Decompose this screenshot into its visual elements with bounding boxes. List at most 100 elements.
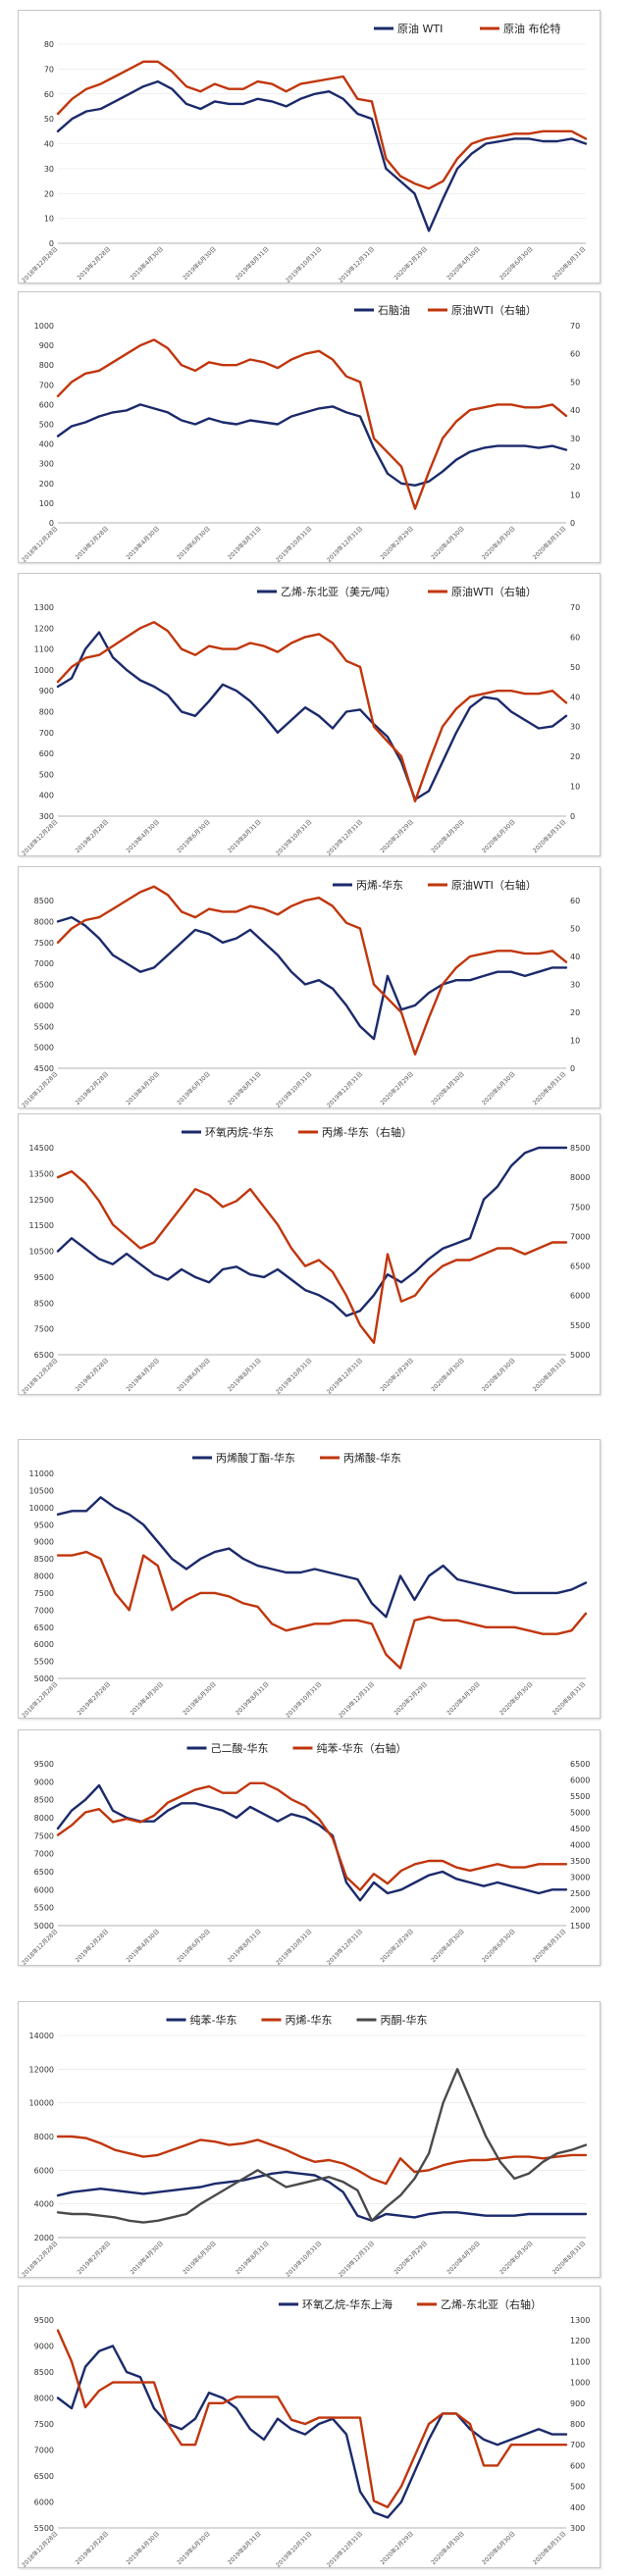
y2-tick-label: 60 (570, 897, 580, 905)
x-tick-label: 2019年12月31日 (325, 525, 364, 562)
y2-tick-label: 1300 (570, 2316, 590, 2325)
chart-panel-8: 2000 4000 6000 8000 10000 12000 14000 2018年12月2… (18, 2001, 601, 2278)
y-tick-label: 500 (39, 770, 54, 779)
legend-label: 乙烯-东北亚（右轴） (441, 2297, 542, 2311)
x-tick-label: 2020年6月30日 (480, 818, 516, 854)
y-tick-label: 600 (39, 749, 54, 758)
chart-svg: 300 400 500 600 700 800 900 1000 1100 1200 1300 0 10… (20, 585, 580, 855)
x-tick-label: 2020年2月29日 (379, 2530, 415, 2566)
y2-tick-label: 6000 (570, 1292, 590, 1301)
y-tick-label: 8000 (34, 1814, 54, 1823)
x-tick-label: 2020年6月30日 (497, 1680, 534, 1717)
x-tick-label: 2020年4月30日 (430, 1357, 466, 1393)
x-tick-label: 2020年2月29日 (392, 1680, 429, 1717)
series-line-1 (56, 79, 588, 232)
x-tick-label: 2019年6月30日 (176, 2530, 212, 2566)
y-tick-label: 8000 (34, 2395, 54, 2403)
y2-tick-label: 800 (570, 2420, 585, 2429)
x-tick-label: 2020年4月30日 (445, 2240, 482, 2276)
y-tick-label: 7000 (34, 1606, 54, 1615)
y-tick-label: 13500 (29, 1169, 54, 1178)
legend-label: 原油 WTI (397, 22, 443, 35)
y2-tick-label: 10 (570, 490, 580, 499)
y2-tick-label: 20 (570, 1008, 580, 1017)
series-line-2 (56, 60, 588, 190)
legend-label: 原油WTI（右轴） (451, 303, 537, 317)
y2-tick-label: 4500 (570, 1825, 590, 1833)
y-tick-label: 5500 (34, 1658, 54, 1667)
y-tick-label: 9500 (34, 1520, 54, 1529)
y2-tick-label: 70 (570, 322, 580, 331)
chart-svg: 0 10 20 30 40 50 60 70 80 2018年12月28日 2019年2月28日 20… (20, 22, 588, 283)
y-tick-label: 1000 (34, 322, 54, 331)
x-tick-label: 2019年4月30日 (125, 1070, 161, 1107)
y-tick-label: 30 (44, 165, 54, 174)
y-tick-label: 1200 (34, 624, 54, 633)
x-tick-label: 2019年6月30日 (176, 1928, 212, 1964)
y-tick-label: 9500 (34, 1760, 54, 1769)
y2-tick-label: 60 (570, 350, 580, 359)
x-tick-label: 2019年10月31日 (274, 1357, 313, 1394)
y-tick-label: 0 (49, 239, 54, 248)
chart-panel-7: 5000 5500 6000 6500 7000 7500 8000 8500 9000 9500… (18, 1729, 601, 1966)
y2-tick-label: 20 (570, 463, 580, 472)
y-tick-label: 6500 (34, 981, 54, 990)
x-tick-label: 2018年12月28日 (20, 2240, 59, 2277)
y-tick-label: 9500 (34, 2316, 54, 2325)
y-tick-label: 800 (39, 361, 54, 370)
y-tick-label: 9000 (34, 2343, 54, 2351)
y-tick-label: 8500 (34, 897, 54, 905)
series-line-2 (56, 1781, 568, 1891)
y-tick-label: 8500 (34, 2368, 54, 2377)
x-tick-label: 2019年8月31日 (234, 1680, 270, 1717)
x-tick-label: 2019年2月28日 (74, 2530, 110, 2566)
x-tick-label: 2019年12月31日 (325, 1928, 364, 1965)
x-tick-label: 2020年2月29日 (392, 245, 429, 282)
x-tick-label: 2019年6月30日 (176, 818, 212, 854)
x-tick-label: 2019年2月28日 (74, 525, 110, 561)
chart-svg: 5000 5500 6000 6500 7000 7500 8000 8500 9000 9500… (20, 1451, 587, 1718)
x-tick-label: 2020年6月30日 (480, 1357, 516, 1393)
y-tick-label: 6500 (34, 1623, 54, 1632)
y2-tick-label: 1200 (570, 2337, 590, 2345)
x-tick-label: 2019年4月30日 (129, 2240, 165, 2276)
y2-tick-label: 30 (570, 981, 580, 990)
x-tick-label: 2020年4月30日 (430, 1070, 466, 1107)
chart-panel-9: 5500 6000 6500 7000 7500 8000 8500 9000 9500 300 4… (18, 2286, 601, 2568)
x-tick-label: 2019年6月30日 (176, 1070, 212, 1107)
y2-tick-label: 700 (570, 2441, 585, 2449)
y2-tick-label: 0 (570, 1064, 575, 1073)
y-tick-label: 300 (39, 460, 54, 469)
y-tick-label: 11500 (29, 1221, 54, 1230)
y-tick-label: 9000 (34, 1777, 54, 1786)
x-tick-label: 2020年2月29日 (379, 1070, 415, 1107)
x-tick-label: 2020年4月30日 (430, 2530, 466, 2566)
y2-tick-label: 50 (570, 925, 580, 934)
y-tick-label: 6000 (34, 1002, 54, 1010)
chart-panel-1: 0 10 20 30 40 50 60 70 80 2018年12月28日 2019年2月28日 20… (18, 10, 601, 283)
x-tick-label: 2019年4月30日 (129, 245, 165, 282)
y-tick-label: 70 (44, 65, 54, 74)
x-tick-label: 2020年6月30日 (480, 1070, 516, 1107)
y-tick-label: 600 (39, 400, 54, 409)
x-tick-label: 2019年12月31日 (325, 818, 364, 855)
y-tick-label: 8500 (34, 1555, 54, 1564)
y-tick-label: 4000 (34, 2200, 54, 2209)
y-tick-label: 6500 (34, 1868, 54, 1877)
y-tick-label: 1000 (34, 666, 54, 675)
y-tick-label: 0 (49, 519, 54, 528)
y-tick-label: 10 (44, 215, 54, 224)
y2-tick-label: 70 (570, 603, 580, 612)
y-tick-label: 9500 (34, 1273, 54, 1282)
y-tick-label: 400 (39, 792, 54, 800)
y2-tick-label: 40 (570, 406, 580, 415)
y2-tick-label: 8500 (570, 1144, 590, 1153)
x-tick-label: 2019年10月31日 (274, 2530, 313, 2567)
x-tick-label: 2018年12月28日 (20, 525, 59, 562)
chart-svg: 2000 4000 6000 8000 10000 12000 14000 2018年12月2… (20, 2013, 587, 2277)
x-tick-label: 2018年12月28日 (20, 2530, 59, 2567)
x-tick-label: 2019年12月31日 (325, 1357, 364, 1394)
y-tick-label: 100 (39, 499, 54, 508)
y-tick-label: 1100 (34, 645, 54, 654)
y-tick-label: 60 (44, 90, 54, 99)
